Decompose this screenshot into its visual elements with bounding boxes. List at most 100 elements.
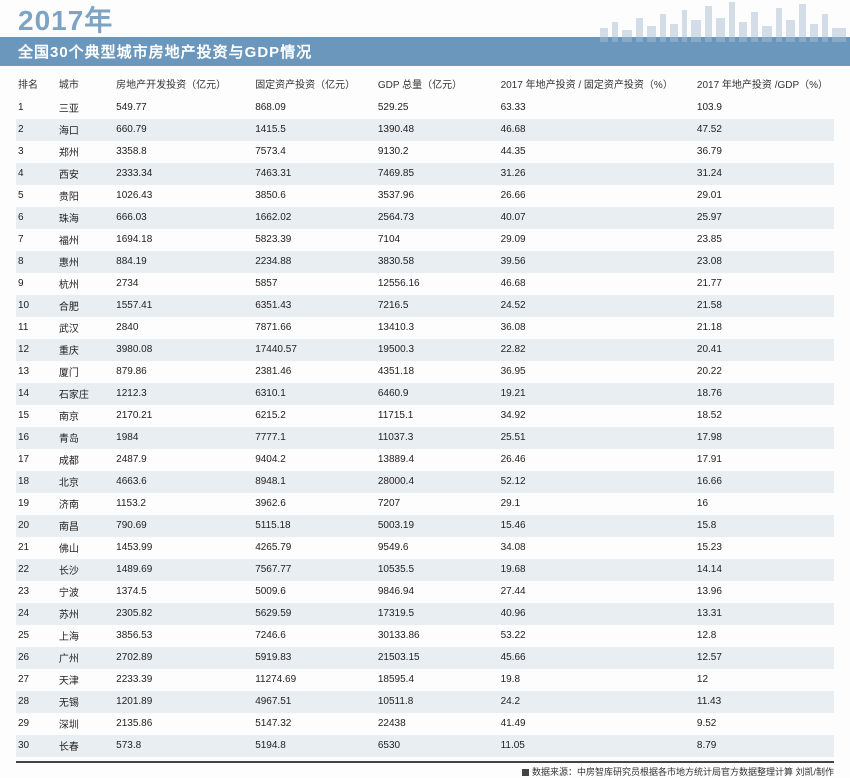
table-cell: 5823.39 xyxy=(253,229,376,251)
table-cell: 7777.1 xyxy=(253,427,376,449)
table-cell: 34.08 xyxy=(499,537,695,559)
table-cell: 7246.6 xyxy=(253,625,376,647)
table-cell: 36.79 xyxy=(695,141,834,163)
table-cell: 5629.59 xyxy=(253,603,376,625)
table-cell: 佛山 xyxy=(57,537,114,559)
table-row: 8惠州884.192234.883830.5839.5623.08 xyxy=(16,251,834,273)
table-cell: 2840 xyxy=(114,317,253,339)
square-bullet-icon xyxy=(522,769,529,776)
table-cell: 18.76 xyxy=(695,383,834,405)
column-header: 房地产开发投资（亿元） xyxy=(114,70,253,97)
table-cell: 15.23 xyxy=(695,537,834,559)
table-cell: 9846.94 xyxy=(376,581,499,603)
header: 2017年 全国30个典型城市房地产投资与GDP情况 xyxy=(0,0,850,66)
table-cell: 2381.46 xyxy=(253,361,376,383)
table-row: 29深圳2135.865147.322243841.499.52 xyxy=(16,713,834,735)
table-row: 4西安2333.347463.317469.8531.2631.24 xyxy=(16,163,834,185)
table-cell: 1415.5 xyxy=(253,119,376,141)
table-cell: 重庆 xyxy=(57,339,114,361)
table-cell: 1201.89 xyxy=(114,691,253,713)
table-cell: 2734 xyxy=(114,273,253,295)
table-cell: 无锡 xyxy=(57,691,114,713)
table-cell: 海口 xyxy=(57,119,114,141)
table-cell: 23 xyxy=(16,581,57,603)
column-header: 固定资产投资（亿元） xyxy=(253,70,376,97)
table-cell: 11 xyxy=(16,317,57,339)
table-body: 1三亚549.77868.09529.2563.33103.92海口660.79… xyxy=(16,97,834,757)
table-cell: 青岛 xyxy=(57,427,114,449)
table-cell: 南京 xyxy=(57,405,114,427)
table-cell: 3962.6 xyxy=(253,493,376,515)
table-cell: 11274.69 xyxy=(253,669,376,691)
table-cell: 15 xyxy=(16,405,57,427)
table-cell: 14 xyxy=(16,383,57,405)
table-cell: 5194.8 xyxy=(253,735,376,757)
table-cell: 1390.48 xyxy=(376,119,499,141)
column-header: 2017 年地产投资 / 固定资产投资（%） xyxy=(499,70,695,97)
table-cell: 16 xyxy=(16,427,57,449)
table-cell: 16.66 xyxy=(695,471,834,493)
table-cell: 12.57 xyxy=(695,647,834,669)
table-cell: 52.12 xyxy=(499,471,695,493)
table-row: 24苏州2305.825629.5917319.540.9613.31 xyxy=(16,603,834,625)
table-cell: 884.19 xyxy=(114,251,253,273)
table-cell: 24.52 xyxy=(499,295,695,317)
table-cell: 24.2 xyxy=(499,691,695,713)
table-cell: 790.69 xyxy=(114,515,253,537)
table-cell: 9130.2 xyxy=(376,141,499,163)
table-cell: 21.58 xyxy=(695,295,834,317)
table-cell: 1984 xyxy=(114,427,253,449)
table-cell: 5115.18 xyxy=(253,515,376,537)
table-cell: 16 xyxy=(695,493,834,515)
table-cell: 11037.3 xyxy=(376,427,499,449)
table-row: 30长春573.85194.8653011.058.79 xyxy=(16,735,834,757)
table-cell: 6530 xyxy=(376,735,499,757)
table-cell: 7567.77 xyxy=(253,559,376,581)
table-cell: 3830.58 xyxy=(376,251,499,273)
table-cell: 杭州 xyxy=(57,273,114,295)
table-cell: 7 xyxy=(16,229,57,251)
table-cell: 1557.41 xyxy=(114,295,253,317)
table-cell: 12 xyxy=(695,669,834,691)
table-cell: 26.46 xyxy=(499,449,695,471)
table-cell: 6460.9 xyxy=(376,383,499,405)
table-cell: 17 xyxy=(16,449,57,471)
table-cell: 27.44 xyxy=(499,581,695,603)
table-cell: 惠州 xyxy=(57,251,114,273)
table-cell: 8.79 xyxy=(695,735,834,757)
table-cell: 贵阳 xyxy=(57,185,114,207)
table-cell: 2702.89 xyxy=(114,647,253,669)
table-cell: 17.91 xyxy=(695,449,834,471)
table-cell: 27 xyxy=(16,669,57,691)
table-cell: 9 xyxy=(16,273,57,295)
table-row: 6珠海666.031662.022564.7340.0725.97 xyxy=(16,207,834,229)
table-cell: 40.07 xyxy=(499,207,695,229)
table-cell: 30133.86 xyxy=(376,625,499,647)
table-cell: 12556.16 xyxy=(376,273,499,295)
table-cell: 31.24 xyxy=(695,163,834,185)
table-cell: 苏州 xyxy=(57,603,114,625)
footer-text: 数据来源：中房智库研究员根据各市地方统计局官方数据整理计算 刘凯/制作 xyxy=(532,767,834,777)
table-row: 18北京4663.68948.128000.452.1216.66 xyxy=(16,471,834,493)
table-cell: 5003.19 xyxy=(376,515,499,537)
table-cell: 47.52 xyxy=(695,119,834,141)
table-cell: 666.03 xyxy=(114,207,253,229)
table-cell: 46.68 xyxy=(499,119,695,141)
table-cell: 21.18 xyxy=(695,317,834,339)
table-cell: 11.43 xyxy=(695,691,834,713)
table-cell: 24 xyxy=(16,603,57,625)
table-row: 25上海3856.537246.630133.8653.2212.8 xyxy=(16,625,834,647)
table-cell: 4967.51 xyxy=(253,691,376,713)
table-cell: 9.52 xyxy=(695,713,834,735)
table-cell: 22438 xyxy=(376,713,499,735)
table-row: 27天津2233.3911274.6918595.419.812 xyxy=(16,669,834,691)
table-cell: 18595.4 xyxy=(376,669,499,691)
table-cell: 28 xyxy=(16,691,57,713)
table-cell: 529.25 xyxy=(376,97,499,119)
table-cell: 2170.21 xyxy=(114,405,253,427)
table-cell: 4265.79 xyxy=(253,537,376,559)
table-cell: 珠海 xyxy=(57,207,114,229)
table-cell: 4663.6 xyxy=(114,471,253,493)
table-cell: 三亚 xyxy=(57,97,114,119)
table-cell: 8948.1 xyxy=(253,471,376,493)
